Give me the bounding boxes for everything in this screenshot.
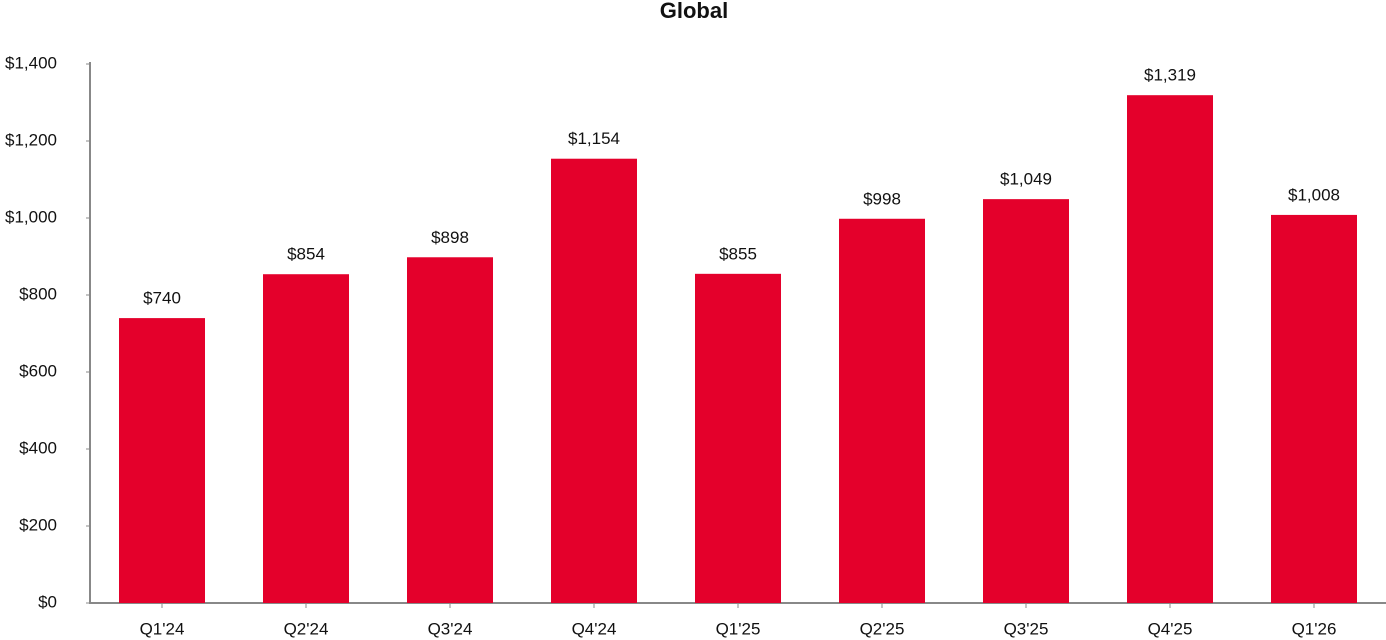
- bar: [1127, 95, 1213, 603]
- bar: [1271, 214, 1357, 604]
- bar: [983, 199, 1069, 603]
- x-tick-label: Q4'24: [572, 619, 617, 638]
- value-label: $1,049: [1000, 170, 1052, 189]
- value-label: $1,319: [1144, 66, 1196, 85]
- y-tick-label: $1,400: [5, 53, 57, 72]
- y-tick-label: $1,000: [5, 207, 57, 226]
- x-tick-label: Q2'25: [860, 619, 905, 638]
- bar: [551, 158, 637, 603]
- y-tick-label: $200: [19, 515, 57, 534]
- bar: [119, 318, 205, 603]
- x-tick-label: Q1'26: [1292, 619, 1337, 638]
- x-tick-label: Q3'24: [428, 619, 473, 638]
- x-tick-label: Q1'25: [716, 619, 761, 638]
- value-label: $740: [143, 289, 181, 308]
- y-tick-label: $1,200: [5, 130, 57, 149]
- x-tick-label: Q3'25: [1004, 619, 1049, 638]
- y-tick-label: $800: [19, 284, 57, 303]
- x-tick-label: Q4'25: [1148, 619, 1193, 638]
- value-label: $855: [719, 244, 757, 263]
- value-label: $998: [863, 189, 901, 208]
- bar: [695, 273, 781, 603]
- value-label: $898: [431, 228, 469, 247]
- y-tick-label: $400: [19, 438, 57, 457]
- value-label: $1,154: [568, 129, 620, 148]
- chart-title: Global: [660, 0, 728, 23]
- x-tick-label: Q2'24: [284, 619, 329, 638]
- x-tick-label: Q1'24: [140, 619, 185, 638]
- bar: [407, 257, 493, 603]
- y-tick-label: $0: [38, 592, 57, 611]
- bar: [263, 274, 349, 603]
- bar: [839, 218, 925, 603]
- y-tick-label: $600: [19, 361, 57, 380]
- value-label: $854: [287, 245, 325, 264]
- value-label: $1,008: [1288, 185, 1340, 204]
